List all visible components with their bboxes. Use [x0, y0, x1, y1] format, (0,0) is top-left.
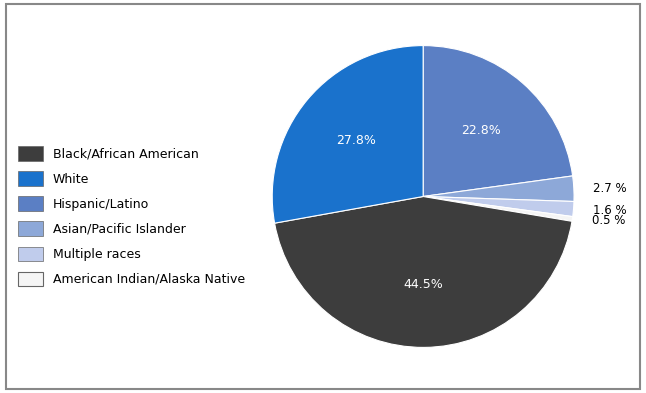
Text: 2.7 %: 2.7 % — [594, 182, 627, 195]
Wedge shape — [423, 46, 572, 196]
Text: 44.5%: 44.5% — [404, 277, 444, 290]
Text: 1.6 %: 1.6 % — [593, 204, 627, 217]
Wedge shape — [272, 46, 423, 223]
Wedge shape — [423, 196, 574, 217]
Wedge shape — [423, 176, 574, 202]
Wedge shape — [423, 196, 573, 221]
Text: 0.5 %: 0.5 % — [592, 214, 625, 227]
Text: 22.8%: 22.8% — [461, 124, 501, 137]
Wedge shape — [275, 196, 572, 347]
Legend: Black/African American, White, Hispanic/Latino, Asian/Pacific Islander, Multiple: Black/African American, White, Hispanic/… — [17, 146, 245, 286]
Text: 27.8%: 27.8% — [336, 134, 376, 147]
